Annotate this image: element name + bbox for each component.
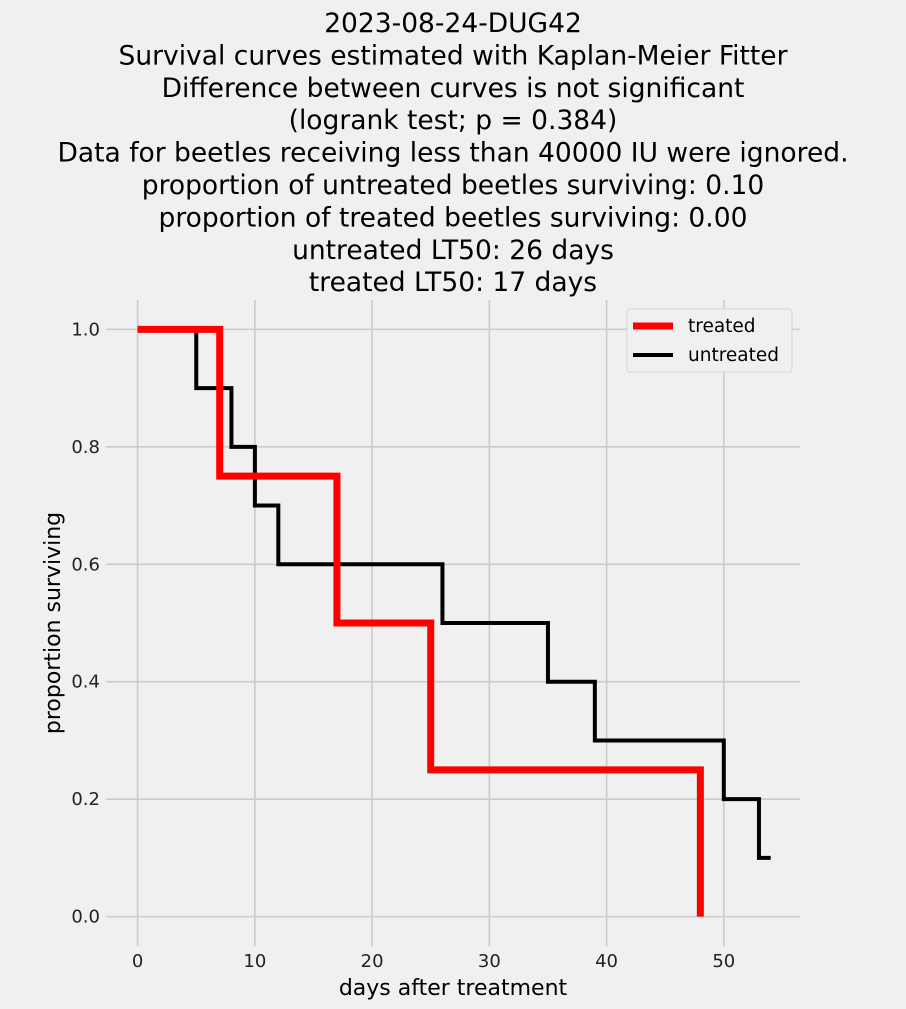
title-line: (logrank test; p = 0.384) xyxy=(289,105,618,136)
title-line: 2023-08-24-DUG42 xyxy=(324,8,582,39)
title-line: Data for beetles receiving less than 400… xyxy=(58,138,849,169)
title-line: untreated LT50: 26 days xyxy=(292,235,614,266)
series-line-untreated xyxy=(137,327,771,860)
legend-label-untreated: untreated xyxy=(688,345,779,366)
x-tick-label: 0 xyxy=(132,951,143,972)
x-axis-ticks: 0 10 20 30 40 50 xyxy=(132,951,735,972)
y-tick-label: 0.6 xyxy=(71,554,100,575)
series-line-treated xyxy=(137,325,704,917)
y-tick-label: 0.2 xyxy=(71,789,100,810)
title-line: Survival curves estimated with Kaplan-Me… xyxy=(119,40,788,71)
x-tick-label: 40 xyxy=(595,951,618,972)
title-line: proportion of treated beetles surviving:… xyxy=(159,202,748,233)
legend: treated untreated xyxy=(626,308,793,373)
plot-series xyxy=(137,325,771,917)
y-axis-ticks: 0.0 0.2 0.4 0.6 0.8 1.0 xyxy=(71,319,100,927)
y-axis-label: proportion surviving xyxy=(41,512,66,734)
x-tick-label: 50 xyxy=(712,951,735,972)
x-axis-label: days after treatment xyxy=(339,976,568,1001)
y-tick-label: 1.0 xyxy=(71,319,100,340)
y-tick-label: 0.4 xyxy=(71,672,100,693)
y-tick-label: 0.8 xyxy=(71,437,100,458)
title-line: Difference between curves is not signifi… xyxy=(162,73,745,104)
x-tick-label: 20 xyxy=(361,951,384,972)
legend-label-treated: treated xyxy=(688,316,756,337)
title-line: treated LT50: 17 days xyxy=(309,267,597,298)
x-tick-label: 30 xyxy=(478,951,501,972)
title-line: proportion of untreated beetles survivin… xyxy=(142,170,764,201)
x-tick-label: 10 xyxy=(243,951,266,972)
y-tick-label: 0.0 xyxy=(71,907,100,928)
